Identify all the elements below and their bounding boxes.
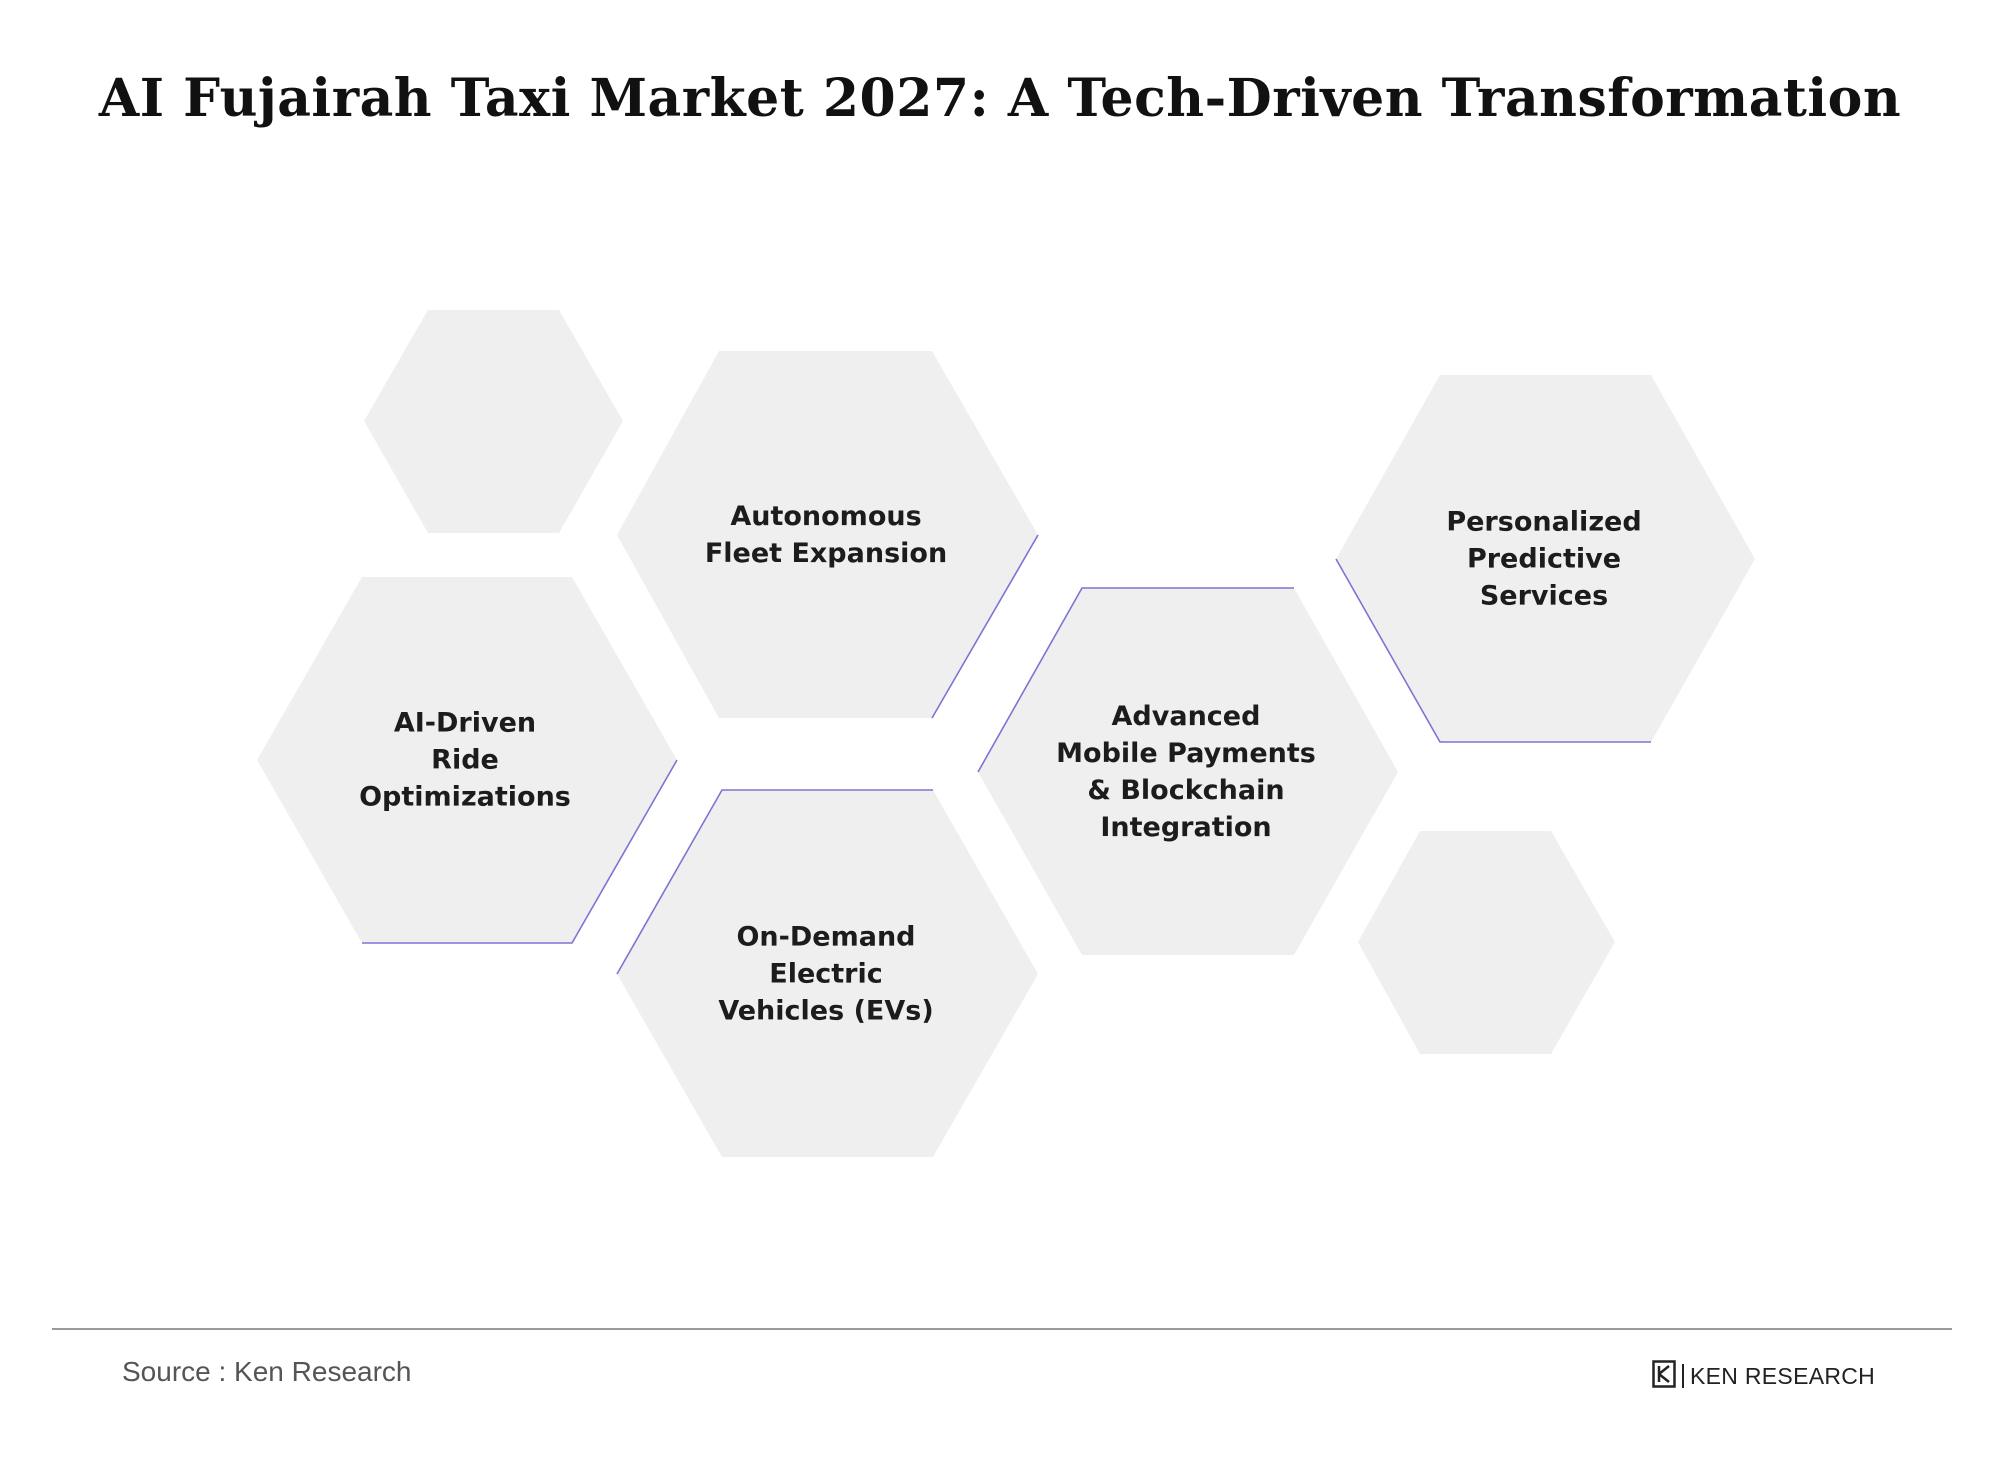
- decorative-hexagon-top-left: [364, 310, 623, 533]
- ken-research-logo-icon: [1652, 1360, 1676, 1392]
- brand-logo: KEN RESEARCH: [1652, 1360, 1875, 1392]
- hexagon-personalized-predictive-services: [1336, 375, 1755, 742]
- label-autonomous-fleet-expansion: Autonomous Fleet Expansion: [704, 501, 948, 569]
- label-ai-driven-ride-optimizations: AI-Driven Ride Optimizations: [359, 707, 571, 813]
- hexagon-on-demand-electric-vehicles: [617, 790, 1038, 1157]
- label-personalized-predictive-services: Personalized Predictive Services: [1446, 506, 1642, 612]
- brand-name: KEN RESEARCH: [1690, 1362, 1876, 1389]
- source-note: Source : Ken Research: [122, 1356, 412, 1387]
- accent-line-autonomous: [931, 534, 1039, 719]
- hexagon-autonomous-fleet-expansion: [617, 351, 1038, 718]
- accent-line-personalized: [1335, 558, 1651, 743]
- accent-line-on-demand: [616, 789, 933, 975]
- accent-line-ai-driven: [362, 759, 678, 944]
- hexagon-ai-driven-ride-optimizations: [257, 577, 677, 943]
- hexagon-advanced-mobile-payments: [978, 588, 1398, 955]
- label-advanced-mobile-payments: Advanced Mobile Payments & Blockchain In…: [1056, 701, 1316, 843]
- page-title: AI Fujairah Taxi Market 2027: A Tech-Dri…: [98, 68, 1902, 129]
- brand-divider: [1682, 1364, 1684, 1388]
- footer-divider: [52, 1328, 1952, 1330]
- decorative-hexagon-bottom-right: [1358, 831, 1615, 1054]
- label-on-demand-electric-vehicles: On-Demand Electric Vehicles (EVs): [718, 921, 934, 1027]
- accent-line-advanced: [977, 587, 1294, 773]
